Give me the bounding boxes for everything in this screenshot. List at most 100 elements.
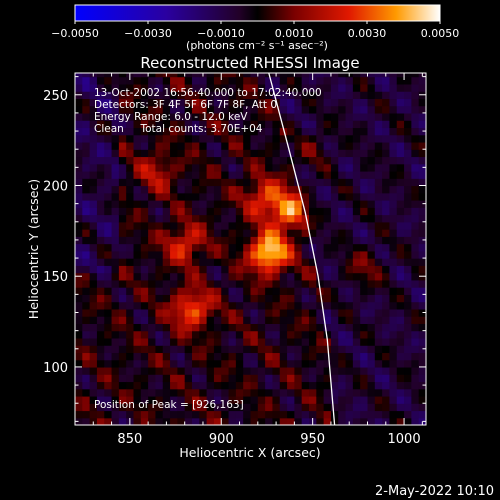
heatmap-cell [170,345,178,354]
heatmap-cell [411,98,420,107]
heatmap-cell [382,258,391,266]
heatmap-cell [96,381,105,390]
heatmap-cell [257,91,266,100]
heatmap-cell [265,185,274,194]
heatmap-cell [367,345,376,354]
heatmap-cell [352,323,361,332]
heatmap-cell [126,214,135,223]
heatmap-cell [177,112,186,121]
heatmap-cell [235,141,244,150]
heatmap-cell [272,105,281,114]
heatmap-cell [228,366,237,375]
heatmap-cell [265,76,274,85]
heatmap-cell [396,149,405,158]
heatmap-cell [418,308,426,317]
heatmap-cell [89,345,98,354]
heatmap-cell [404,192,412,201]
heatmap-cell [323,149,332,158]
heatmap-cell [199,149,208,158]
heatmap-cell [199,83,208,92]
colorbar-unit: (photons cm⁻² s⁻¹ asec⁻²) [186,39,328,52]
heatmap-cell [192,294,200,303]
heatmap-cell [287,120,295,129]
heatmap-cell [345,250,354,259]
heatmap-cell [82,200,91,208]
heatmap-cell [126,374,135,383]
heatmap-cell [309,374,317,383]
heatmap-cell [192,323,200,332]
heatmap-cell [367,185,376,194]
heatmap-cell [382,178,391,187]
heatmap-cell [250,192,259,201]
heatmap-cell [323,192,332,201]
heatmap-cell [155,207,164,216]
heatmap-cell [360,91,369,100]
heatmap-cell [367,149,376,158]
heatmap-cell [250,105,259,114]
heatmap-cell [199,178,208,187]
heatmap-cell [221,178,230,187]
heatmap-cell [316,272,325,281]
heatmap-cell [279,163,288,172]
heatmap-cell [221,272,230,281]
heatmap-cell [250,395,259,404]
heatmap-cell [316,337,325,346]
heatmap-cell [389,374,398,383]
heatmap-cell [235,178,244,187]
heatmap-cell [199,381,208,390]
heatmap-cell [396,141,405,150]
heatmap-cell [133,185,142,194]
heatmap-cell [396,214,405,223]
heatmap-cell [126,178,135,187]
heatmap-cell [404,76,412,85]
heatmap-cell [352,185,361,194]
heatmap-cell [338,236,347,245]
heatmap-cell [418,323,426,332]
heatmap-cell [418,410,426,419]
heatmap-cell [213,395,222,404]
heatmap-cell [309,236,317,245]
heatmap-cell [82,352,91,361]
colorbar-tick-label: 0.0050 [421,27,460,40]
heatmap-cell [206,83,215,92]
heatmap-cell [118,192,127,201]
heatmap-cell [148,374,157,383]
heatmap-cell [323,388,332,397]
heatmap-cell [250,287,259,295]
heatmap-cell [170,374,178,383]
heatmap-cell [389,105,398,114]
heatmap-cell [126,308,135,317]
heatmap-cell [287,395,295,404]
heatmap-cell [360,156,369,165]
heatmap-cell [404,366,412,375]
heatmap-cell [323,381,332,390]
heatmap-cell [192,359,200,368]
heatmap-cell [155,134,164,143]
heatmap-cell [126,185,135,194]
heatmap-cell [316,359,325,368]
heatmap-cell [257,127,266,136]
heatmap-cell [287,156,295,165]
heatmap-cell [170,323,178,332]
heatmap-cell [199,395,208,404]
heatmap-cell [148,83,157,92]
heatmap-cell [330,76,339,85]
heatmap-cell [374,337,383,346]
heatmap-cell [389,178,398,187]
heatmap-cell [104,185,113,194]
heatmap-cell [301,83,310,92]
heatmap-cell [213,91,222,100]
heatmap-cell [228,73,237,78]
heatmap-cell [250,236,259,245]
heatmap-cell [330,134,339,143]
heatmap-cell [404,105,412,114]
heatmap-cell [279,149,288,158]
heatmap-cell [309,214,317,223]
heatmap-cell [213,200,222,208]
heatmap-cell [206,316,215,324]
heatmap-cell [374,134,383,143]
heatmap-cell [199,308,208,317]
heatmap-cell [257,417,266,425]
heatmap-cell [323,410,332,419]
heatmap-cell [287,258,295,266]
